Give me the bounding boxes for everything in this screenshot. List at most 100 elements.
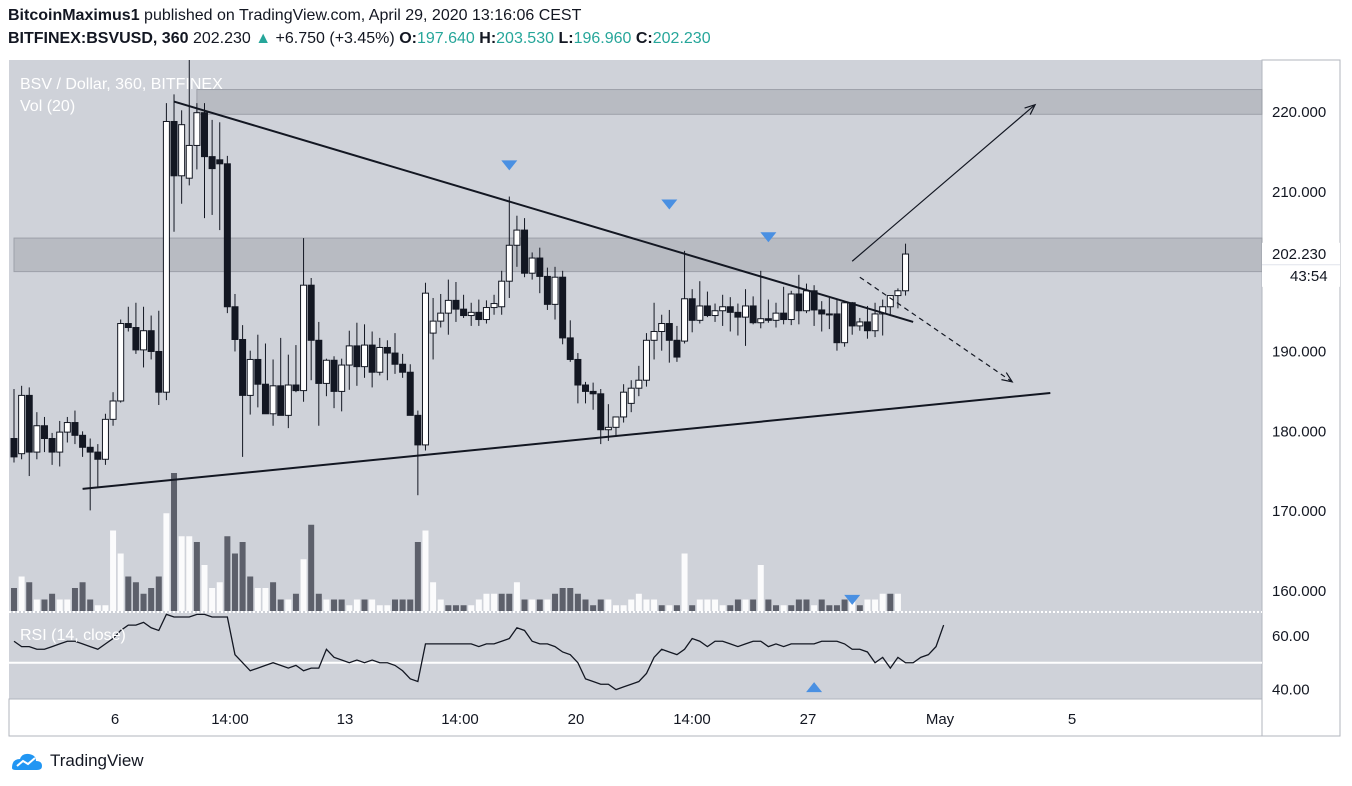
candle-body bbox=[162, 120, 170, 393]
candle bbox=[787, 290, 795, 326]
candle-body bbox=[772, 312, 780, 321]
candle bbox=[399, 353, 407, 378]
volume-bar bbox=[513, 582, 520, 611]
candle-body bbox=[399, 363, 407, 373]
volume-bar bbox=[292, 593, 299, 611]
volume-bar bbox=[612, 605, 619, 611]
candle bbox=[193, 103, 201, 170]
high-label: H: bbox=[479, 30, 497, 47]
tradingview-brand[interactable]: TradingView bbox=[50, 751, 144, 770]
candle-body bbox=[284, 384, 292, 416]
down-marker-icon bbox=[760, 232, 777, 243]
candle-body bbox=[612, 416, 620, 428]
candle-body bbox=[101, 418, 109, 460]
candle bbox=[696, 281, 704, 324]
zone-box-0 bbox=[196, 89, 1263, 115]
candle-body bbox=[475, 311, 483, 321]
candle bbox=[185, 60, 193, 186]
candle-body bbox=[696, 305, 704, 321]
candle bbox=[307, 278, 315, 381]
candle-body bbox=[132, 327, 140, 351]
candle-body bbox=[566, 337, 574, 360]
volume-bar bbox=[567, 588, 574, 611]
arrowhead-down-icon bbox=[1001, 372, 1014, 383]
volume-bar bbox=[681, 553, 688, 611]
candle bbox=[178, 110, 186, 204]
volume-bar bbox=[651, 599, 658, 611]
volume-bar bbox=[742, 599, 749, 611]
candle bbox=[284, 354, 292, 429]
candle-body bbox=[719, 306, 727, 312]
candle-body bbox=[25, 394, 33, 453]
candle bbox=[353, 322, 361, 386]
candle bbox=[734, 303, 742, 336]
candle bbox=[642, 333, 650, 387]
candle-body bbox=[124, 323, 132, 329]
volume-bar bbox=[216, 582, 223, 611]
candle-body bbox=[543, 275, 551, 305]
candle bbox=[117, 319, 125, 403]
candle bbox=[726, 297, 734, 332]
candle-body bbox=[673, 339, 681, 358]
candle-body bbox=[856, 321, 864, 327]
volume-bar bbox=[33, 599, 40, 611]
rsi-legend: RSI (14, close) bbox=[20, 627, 126, 644]
candle-body bbox=[330, 359, 338, 392]
volume-bar bbox=[186, 536, 193, 611]
volume-bar bbox=[56, 599, 63, 611]
volume-bar bbox=[574, 593, 581, 611]
volume-bar bbox=[315, 593, 322, 611]
candle bbox=[71, 410, 79, 445]
candle bbox=[498, 270, 506, 315]
candle bbox=[254, 334, 262, 408]
price-tick-label: 170.000 bbox=[1272, 503, 1326, 520]
time-tick-label: 14:00 bbox=[673, 711, 711, 728]
candle-body bbox=[642, 339, 650, 381]
candle bbox=[879, 299, 887, 336]
candle bbox=[589, 382, 597, 410]
volume-bar bbox=[277, 599, 284, 611]
candle bbox=[437, 293, 445, 328]
candle-body bbox=[147, 330, 155, 352]
volume-bar bbox=[140, 593, 147, 611]
volume-bar bbox=[750, 599, 757, 611]
tradingview-logo-icon[interactable] bbox=[10, 750, 44, 772]
candle-body bbox=[726, 306, 734, 313]
volume-bar bbox=[331, 599, 338, 611]
volume-bar bbox=[117, 553, 124, 611]
chart-canvas[interactable]: 220.000 210.000 190.000 180.000 170.000 160.0… bbox=[0, 0, 1352, 745]
volume-bar bbox=[247, 576, 254, 611]
down-marker-icon bbox=[844, 594, 861, 605]
volume-bar bbox=[155, 576, 162, 611]
candle-body bbox=[345, 345, 353, 366]
volume-bar bbox=[833, 605, 840, 611]
candle bbox=[444, 279, 452, 335]
volume-bar bbox=[346, 605, 353, 611]
candle bbox=[681, 250, 689, 344]
volume-bar bbox=[209, 588, 216, 611]
candle bbox=[505, 196, 513, 298]
candle-body bbox=[444, 299, 452, 314]
triangle-up-icon: ▲ bbox=[255, 30, 272, 47]
candle bbox=[620, 384, 628, 423]
candle-body bbox=[86, 446, 94, 453]
author-name[interactable]: BitcoinMaximus1 bbox=[8, 7, 140, 24]
volume-bar bbox=[658, 605, 665, 611]
volume-bar bbox=[163, 513, 170, 611]
volume-bar bbox=[552, 593, 559, 611]
candle bbox=[414, 410, 422, 496]
candle-body bbox=[315, 339, 323, 384]
candle-body bbox=[551, 276, 559, 305]
candle bbox=[871, 302, 879, 338]
candle bbox=[376, 337, 384, 376]
candle bbox=[109, 392, 117, 426]
volume-bar bbox=[49, 593, 56, 611]
volume-bar bbox=[475, 599, 482, 611]
volume-bar bbox=[102, 605, 109, 611]
candle bbox=[368, 331, 376, 388]
candle-body bbox=[429, 320, 437, 334]
volume-bar bbox=[521, 599, 528, 611]
candle bbox=[886, 295, 894, 316]
volume-bar bbox=[872, 599, 879, 611]
volume-bar bbox=[193, 542, 200, 611]
